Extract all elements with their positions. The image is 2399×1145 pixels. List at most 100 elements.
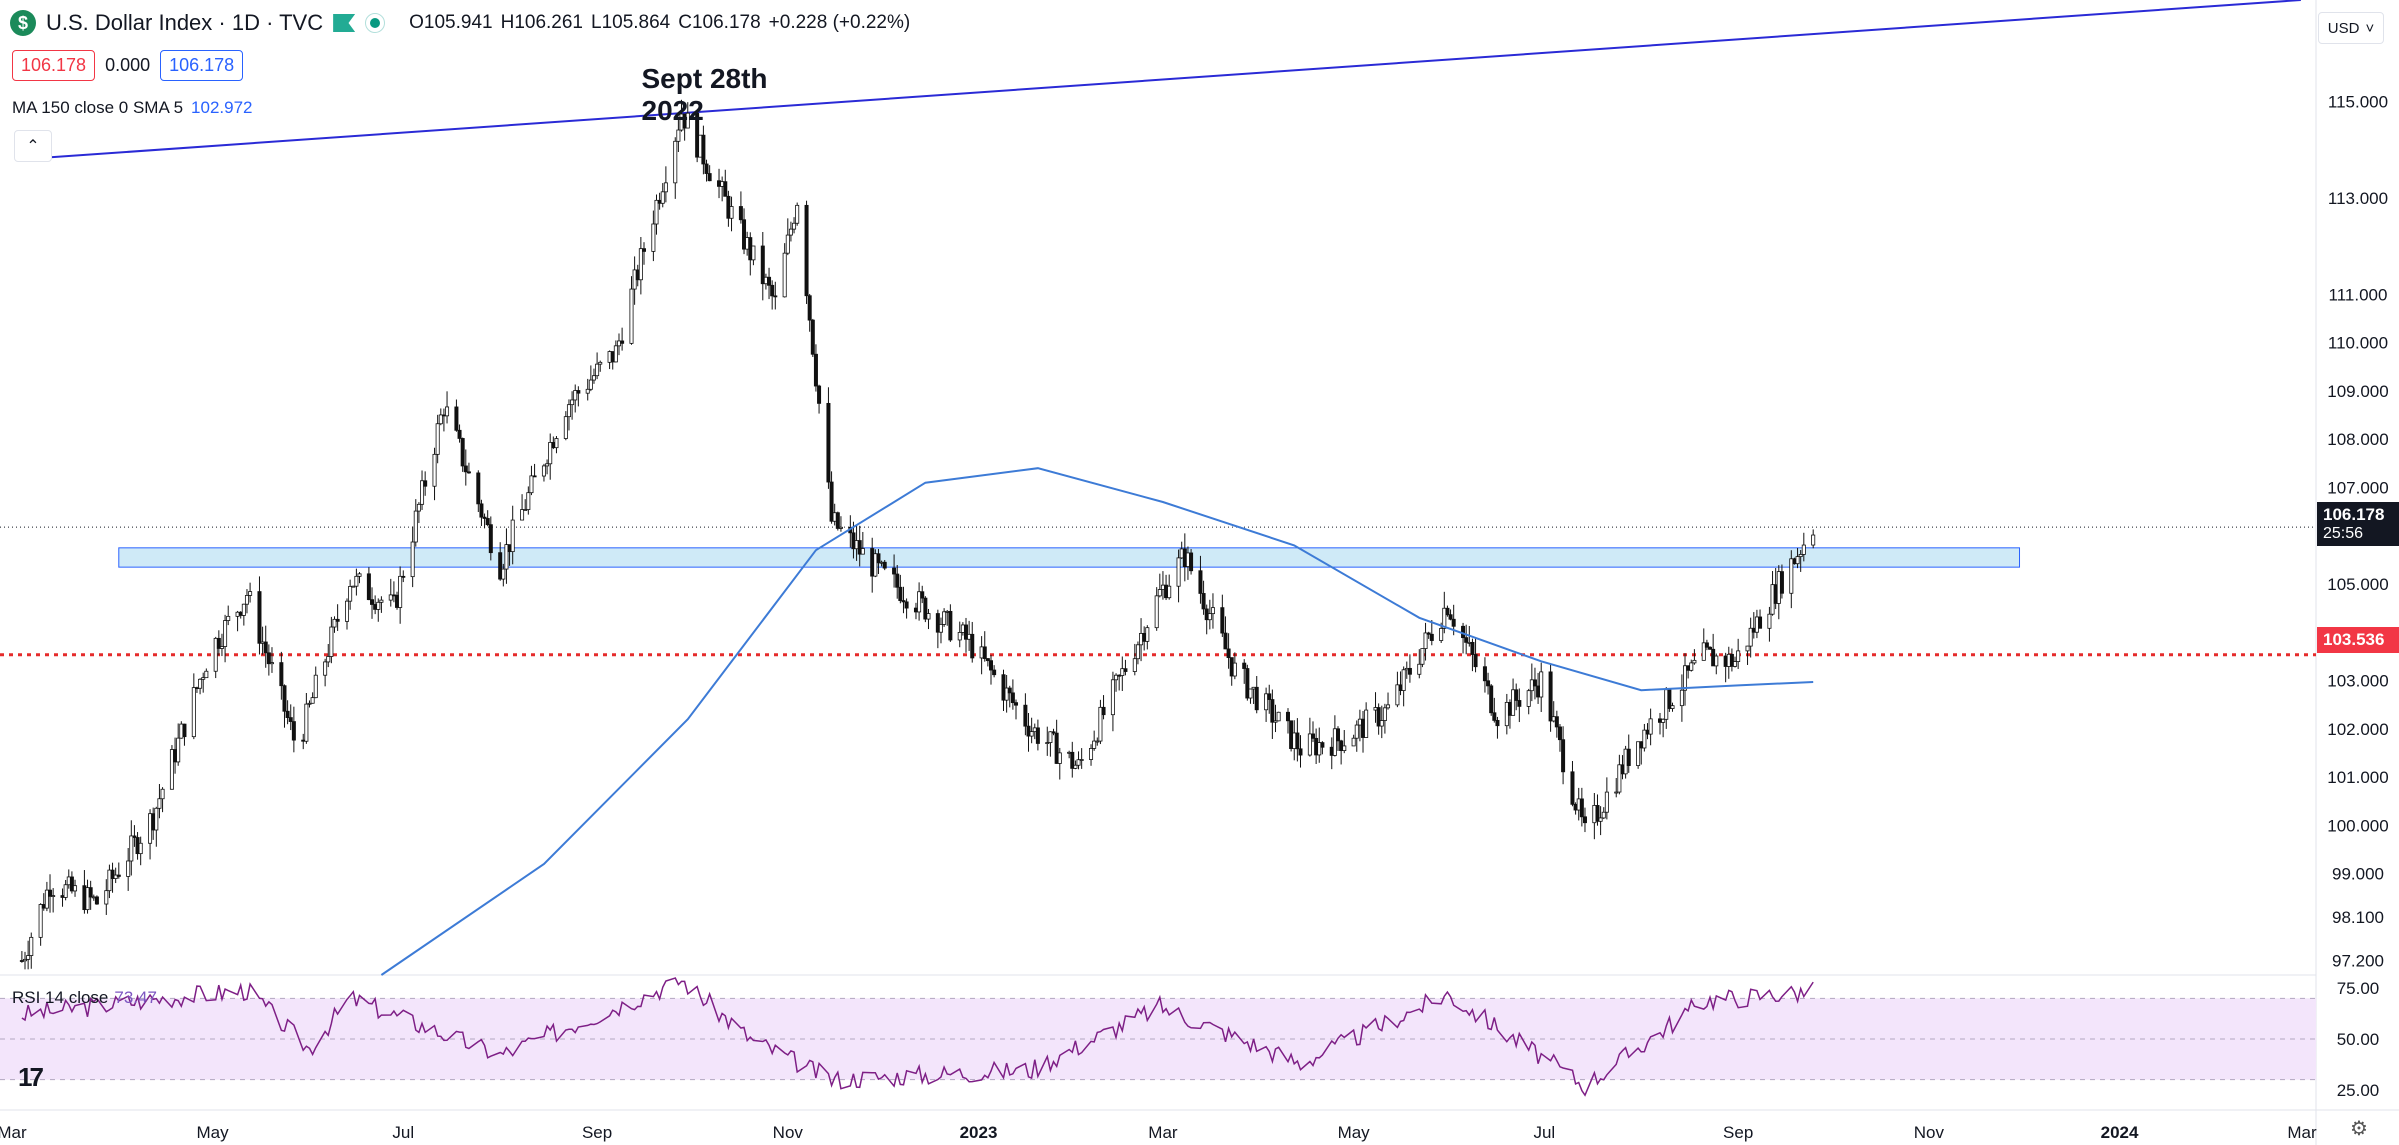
candle — [1210, 593, 1215, 629]
candle-body — [657, 199, 662, 204]
candle-body — [1142, 632, 1147, 642]
y-tick-label: 107.000 — [2327, 479, 2388, 498]
candle — [1098, 699, 1103, 745]
candle-body — [873, 553, 878, 577]
candle — [616, 333, 621, 356]
candle — [460, 437, 465, 472]
candle — [235, 610, 240, 632]
candle — [1529, 663, 1534, 702]
y-tick-label: 109.000 — [2327, 382, 2388, 401]
candle — [945, 609, 950, 626]
candle — [660, 183, 665, 208]
candle-body — [785, 234, 790, 254]
candle — [1595, 794, 1600, 826]
candle — [541, 463, 546, 482]
candle-body — [1514, 689, 1519, 701]
candle-body — [379, 599, 384, 603]
candle-body — [248, 591, 253, 596]
candle — [635, 264, 640, 287]
candle-body — [238, 611, 243, 616]
candle — [1273, 704, 1278, 733]
candle — [1007, 685, 1012, 708]
gear-icon[interactable]: ⚙ — [2350, 1118, 2368, 1140]
candle-body — [1686, 665, 1691, 671]
candle — [1145, 625, 1150, 650]
candle-body — [138, 842, 143, 855]
candle-body — [1051, 731, 1056, 734]
candle-body — [1242, 662, 1247, 669]
ma-legend[interactable]: MA 150 close 0 SMA 5 102.972 — [12, 98, 253, 118]
candle-body — [860, 548, 865, 555]
candle — [1004, 675, 1009, 713]
symbol-title[interactable]: U.S. Dollar Index · 1D · TVC — [46, 10, 324, 35]
candle — [1404, 661, 1409, 679]
candle — [132, 825, 137, 847]
candle — [1014, 699, 1019, 720]
candle-body — [126, 860, 131, 877]
candle-body — [1273, 720, 1278, 723]
candle — [1648, 708, 1653, 746]
rsi-line — [21, 977, 1814, 1097]
candle — [1448, 609, 1453, 621]
candle-body — [351, 585, 356, 588]
candle-body — [1067, 751, 1072, 754]
candle-body — [1026, 725, 1031, 737]
candle-body — [1417, 663, 1422, 675]
y-tick-label: 103.000 — [2327, 672, 2388, 691]
sell-price-button[interactable]: 106.178 — [12, 50, 96, 81]
candle — [26, 940, 31, 970]
candle-body — [1010, 692, 1015, 704]
rsi-legend[interactable]: RSI 14 close 73.47 — [12, 988, 157, 1008]
candle-body — [479, 503, 484, 518]
candle — [913, 602, 918, 620]
candle-body — [720, 181, 725, 187]
candle — [313, 666, 318, 699]
candle — [1254, 676, 1259, 714]
candle — [373, 595, 378, 615]
flag-icon[interactable] — [333, 14, 356, 32]
candle — [1514, 683, 1519, 711]
candle-body — [738, 206, 743, 221]
candle-body — [1401, 669, 1406, 691]
candle-body — [226, 615, 231, 621]
candle-body — [1492, 712, 1497, 721]
candle-body — [1098, 706, 1103, 742]
candle — [1482, 657, 1487, 693]
symbol-header: $ U.S. Dollar Index · 1D · TVC O105.941 H… — [10, 10, 910, 36]
buy-price-button[interactable]: 106.178 — [160, 50, 244, 81]
candle — [848, 515, 853, 548]
candle — [1329, 737, 1334, 770]
candle — [1157, 573, 1162, 598]
candle-body — [1751, 627, 1756, 633]
candle — [792, 217, 797, 234]
collapse-legend-button[interactable]: ⌃ — [14, 130, 52, 162]
candle — [726, 190, 731, 227]
candle — [1420, 648, 1425, 668]
candle-body — [1095, 740, 1100, 743]
candle — [388, 578, 393, 607]
candle-body — [85, 887, 90, 911]
candle — [901, 586, 906, 614]
candle-body — [551, 442, 556, 449]
candle — [960, 622, 965, 636]
candle — [1598, 806, 1603, 836]
candle — [1029, 717, 1034, 744]
candle — [1376, 703, 1381, 735]
candle-body — [1351, 737, 1356, 747]
candle-body — [1185, 552, 1190, 567]
candle-body — [1526, 690, 1531, 707]
candle — [545, 459, 550, 475]
candle — [173, 737, 178, 774]
currency-selector[interactable]: USD ˅ — [2318, 12, 2384, 44]
candle-body — [1207, 613, 1212, 621]
candle — [1423, 622, 1428, 661]
candle — [832, 503, 837, 526]
market-status-icon[interactable] — [365, 13, 386, 33]
candle-body — [1373, 707, 1378, 711]
dollar-logo-icon: $ — [10, 10, 36, 36]
candle-body — [960, 624, 965, 633]
candle — [348, 579, 353, 610]
candle — [201, 672, 206, 693]
candle-body — [104, 890, 109, 905]
